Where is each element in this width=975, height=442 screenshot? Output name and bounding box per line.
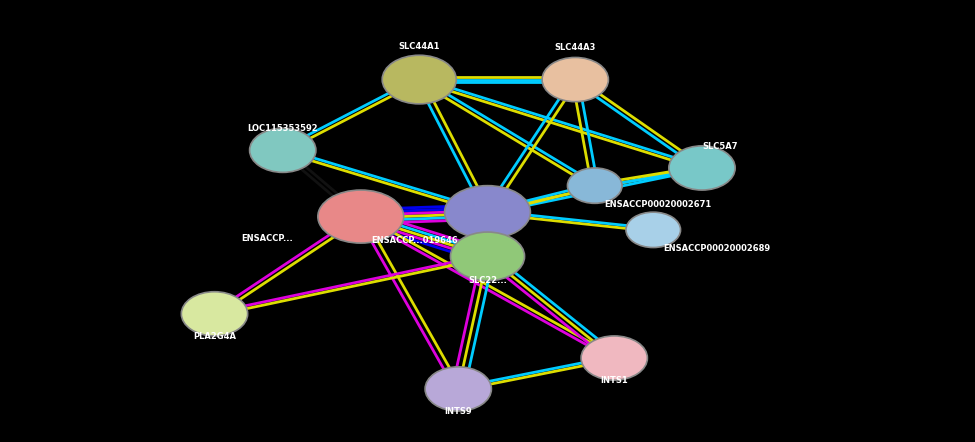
Text: SLC22...: SLC22... — [468, 276, 507, 285]
Ellipse shape — [669, 146, 735, 190]
Text: PLA2G4A: PLA2G4A — [193, 332, 236, 341]
Ellipse shape — [181, 292, 248, 336]
Ellipse shape — [250, 128, 316, 172]
Ellipse shape — [318, 190, 404, 243]
Text: ENSACCP00020002689: ENSACCP00020002689 — [663, 244, 770, 253]
Ellipse shape — [450, 232, 525, 281]
Ellipse shape — [382, 55, 456, 104]
Text: ENSACCP...: ENSACCP... — [241, 234, 292, 243]
Text: SLC44A1: SLC44A1 — [399, 42, 440, 51]
Text: SLC44A3: SLC44A3 — [555, 43, 596, 52]
Text: ENSACCP...019646: ENSACCP...019646 — [371, 236, 458, 244]
Text: ENSACCP00020002671: ENSACCP00020002671 — [604, 200, 712, 209]
Text: INTS9: INTS9 — [445, 408, 472, 416]
Ellipse shape — [581, 336, 647, 380]
Text: INTS1: INTS1 — [601, 376, 628, 385]
Ellipse shape — [626, 212, 681, 248]
Ellipse shape — [445, 186, 530, 239]
Ellipse shape — [542, 57, 608, 102]
Text: LOC115353592: LOC115353592 — [248, 124, 318, 133]
Ellipse shape — [567, 168, 622, 203]
Ellipse shape — [425, 367, 491, 411]
Text: SLC5A7: SLC5A7 — [702, 142, 737, 151]
